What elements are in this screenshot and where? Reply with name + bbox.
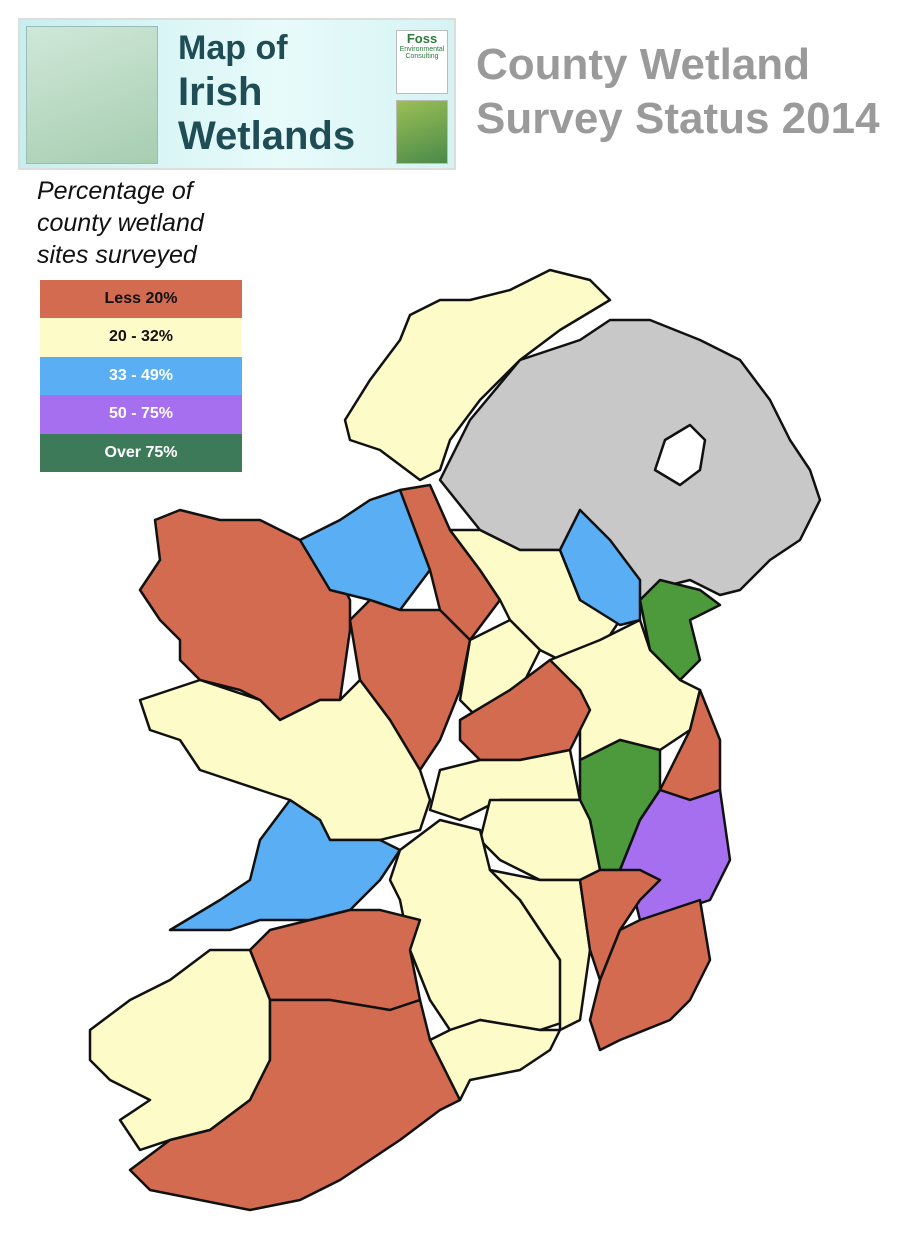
county	[428, 1018, 562, 1102]
legend-title-line: sites surveyed	[37, 241, 197, 269]
banner-line: Map of	[178, 29, 288, 67]
county	[343, 268, 612, 482]
title-line: Survey Status 2014	[476, 94, 880, 143]
banner-line: Irish	[178, 70, 263, 114]
legend-title-line: county wetland	[37, 209, 204, 237]
banner-title: Map of Irish Wetlands	[178, 26, 355, 158]
logo-text: Foss	[406, 31, 438, 46]
legend-item: 20 - 32%	[40, 318, 242, 357]
legend-item: Less 20%	[40, 280, 242, 319]
banner: Map of Irish Wetlands Foss Environmental…	[18, 18, 456, 170]
legend-item: 33 - 49%	[40, 356, 242, 396]
county	[458, 658, 592, 762]
logo: Foss Environmental Consulting	[396, 30, 448, 94]
logo-subtitle: Environmental Consulting	[399, 46, 445, 60]
legend-item: Over 75%	[40, 433, 242, 472]
title-line: County Wetland	[476, 40, 811, 89]
legend-title: Percentage of county wetland sites surve…	[37, 175, 204, 271]
county	[488, 868, 592, 1032]
county	[248, 908, 422, 1012]
county	[588, 898, 712, 1052]
legend-item: 50 - 75%	[40, 395, 242, 434]
county	[578, 868, 662, 982]
legend-title-line: Percentage of	[37, 177, 193, 205]
county	[478, 798, 602, 882]
county	[168, 798, 402, 932]
banner-line: Wetlands	[178, 114, 356, 158]
banner-image	[26, 26, 158, 164]
lough-neagh	[653, 423, 707, 487]
title: County Wetland Survey Status 2014	[476, 38, 880, 146]
county	[138, 508, 352, 722]
county	[138, 678, 432, 842]
legend: Less 20% 20 - 32% 33 - 49% 50 - 75% Over 75%	[40, 280, 242, 472]
county	[128, 998, 462, 1212]
logo-image	[396, 100, 448, 164]
